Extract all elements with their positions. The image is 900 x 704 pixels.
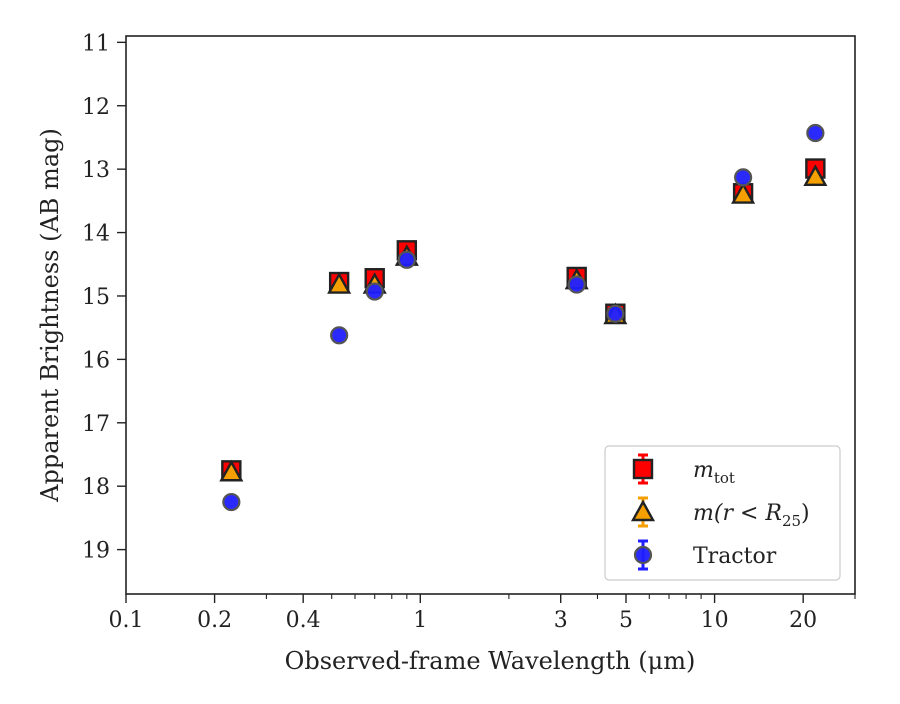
data-point-mr25 bbox=[731, 182, 756, 204]
data-layer bbox=[219, 123, 828, 512]
legend-label-mtot: mtot bbox=[693, 458, 735, 487]
triangle-marker bbox=[327, 272, 352, 294]
y-tick-label: 12 bbox=[82, 95, 110, 120]
y-tick-label: 18 bbox=[82, 475, 110, 500]
data-point-tractor bbox=[397, 250, 416, 269]
series-mr25 bbox=[219, 164, 828, 482]
x-axis-label: Observed-frame Wavelength (μm) bbox=[285, 647, 696, 675]
series-mtot bbox=[221, 158, 826, 481]
legend: mtot m(r < R25) Tractor bbox=[604, 445, 841, 581]
x-tick-label: 3 bbox=[554, 608, 568, 633]
legend-box bbox=[604, 445, 841, 581]
legend-marker-mr25 bbox=[630, 499, 656, 522]
triangle-marker bbox=[803, 164, 828, 186]
circle-marker bbox=[806, 123, 825, 143]
data-point-tractor bbox=[734, 168, 753, 187]
data-point-tractor bbox=[567, 275, 586, 294]
x-tick-label: 10 bbox=[701, 608, 729, 633]
series-tractor bbox=[222, 123, 825, 512]
data-point-tractor bbox=[365, 282, 384, 301]
triangle-marker bbox=[630, 499, 656, 522]
legend-label-tractor: Tractor bbox=[693, 544, 777, 569]
triangle-marker bbox=[731, 182, 756, 204]
data-point-tractor bbox=[606, 304, 625, 323]
circle-marker bbox=[567, 275, 586, 294]
y-tick-label: 14 bbox=[82, 222, 110, 247]
circle-marker bbox=[734, 168, 753, 187]
circle-marker bbox=[397, 250, 416, 269]
data-point-mr25 bbox=[803, 164, 828, 186]
y-tick-label: 19 bbox=[82, 539, 110, 564]
data-point-mr25 bbox=[327, 272, 352, 294]
circle-marker bbox=[330, 326, 349, 345]
circle-marker bbox=[633, 545, 653, 565]
triangle-marker bbox=[219, 459, 244, 482]
legend-marker-tractor bbox=[633, 545, 653, 565]
plot-frame bbox=[125, 35, 856, 595]
y-tick-label: 13 bbox=[82, 158, 110, 183]
square-marker bbox=[632, 458, 654, 480]
y-axis-label: Apparent Brightness (AB mag) bbox=[36, 128, 64, 503]
x-tick-label: 0.4 bbox=[286, 608, 321, 633]
data-point-tractor bbox=[806, 123, 825, 143]
x-tick-label: 0.1 bbox=[109, 608, 144, 633]
legend-marker-mtot bbox=[632, 458, 654, 480]
x-tick-label: 5 bbox=[619, 608, 633, 633]
x-tick-label: 20 bbox=[789, 608, 817, 633]
data-point-tractor bbox=[222, 492, 241, 512]
data-point-mr25 bbox=[219, 459, 244, 482]
y-tick-label: 15 bbox=[82, 285, 110, 310]
data-point-tractor bbox=[330, 326, 349, 345]
circle-marker bbox=[222, 492, 241, 512]
x-tick-label: 1 bbox=[413, 608, 427, 633]
circle-marker bbox=[606, 304, 625, 323]
y-tick-label: 11 bbox=[82, 31, 110, 56]
y-tick-label: 17 bbox=[82, 412, 110, 437]
x-tick-label: 0.2 bbox=[197, 608, 232, 633]
y-tick-label: 16 bbox=[82, 348, 110, 373]
legend-label-mr25: m(r < R25) bbox=[693, 501, 810, 530]
circle-marker bbox=[365, 282, 384, 301]
